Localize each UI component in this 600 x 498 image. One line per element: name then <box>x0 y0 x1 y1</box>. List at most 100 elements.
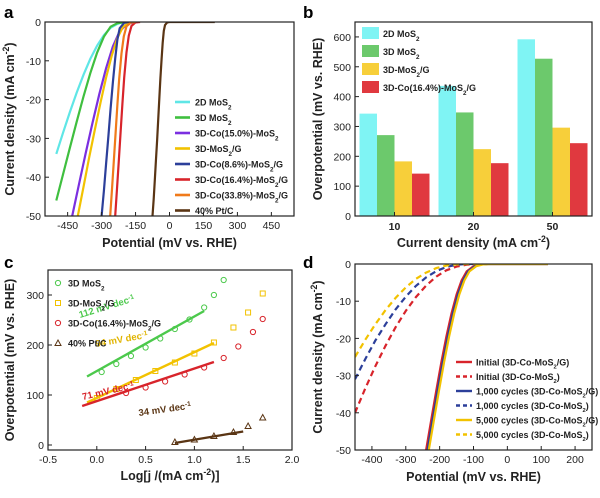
panel-d-y-tick-label: -10 <box>336 296 351 308</box>
panel-a-x-tick-label: -300 <box>91 220 112 232</box>
panel-a-plot-frame <box>44 21 295 217</box>
panel-b-bar <box>552 127 570 216</box>
panel-b-y-tick-label: 600 <box>333 32 351 44</box>
panel-a-series-line <box>151 22 215 216</box>
panel-label-c: c <box>4 253 13 272</box>
panel-d-y-tick-label: -30 <box>336 371 351 383</box>
panel-c-x-tick-label: 0.0 <box>89 454 104 466</box>
panel-a-y-tick-label: -50 <box>26 211 41 223</box>
panel-c-legend-marker <box>54 319 62 327</box>
panel-b-bar <box>473 149 491 216</box>
panel-d-x-tick-label: 0 <box>504 454 510 466</box>
panel-c-y-tick-label: 100 <box>26 390 44 402</box>
panel-d-stability-chart: -400 -300 -200 -100 0 100 200 0 -10 -20 -30 -40 -50 P… <box>309 259 598 484</box>
panel-b-bar <box>438 85 456 217</box>
panel-c-plot-frame <box>47 269 293 451</box>
panel-a-series-line <box>100 22 129 216</box>
panel-b-bar <box>535 58 553 216</box>
panel-b-bar <box>412 173 430 216</box>
panel-b-x-tick-label: 10 <box>389 221 401 233</box>
panel-b-legend-label: 3D-Co(16.4%)-MoS2/G <box>383 83 476 97</box>
panel-c-data-point <box>245 309 252 316</box>
panel-b-bar <box>359 113 377 216</box>
panel-a-series-line <box>109 22 136 216</box>
panel-c-data-point <box>210 291 218 299</box>
panel-d-x-tick-label: -300 <box>395 454 416 466</box>
panel-b-legend-swatch <box>362 63 379 75</box>
panel-label-a: a <box>4 3 14 22</box>
panel-a-x-tick-label: 0 <box>167 220 173 232</box>
panel-c-y-tick-label: 300 <box>26 290 44 302</box>
panel-d-x-axis-label: Potential (mV vs. RHE) <box>406 470 541 484</box>
panel-b-plot-frame <box>354 21 593 217</box>
panel-c-data-point <box>127 352 135 360</box>
panel-c-fit-line <box>174 430 244 445</box>
panel-c-data-point <box>230 324 237 331</box>
panel-b-y-axis-label: Overpotential (mV vs. RHE) <box>311 38 325 201</box>
panel-c-data-point <box>244 421 252 429</box>
panel-b-bar <box>456 112 474 216</box>
panel-b-bar <box>394 161 412 216</box>
panel-c-data-point <box>201 304 208 311</box>
panel-a-legend-label: 3D-Co(8.6%)-MoS2/G <box>195 160 283 174</box>
panel-d-y-axis-label: Current density (mA cm-2) <box>309 280 325 433</box>
panel-c-x-axis-label: Log[j /(mA cm-2)] <box>121 467 220 483</box>
panel-a-y-axis-label: Current density (mA cm-2) <box>1 42 17 195</box>
panel-a-legend-label: 3D-Co(16.4%)-MoS2/G <box>195 175 288 189</box>
panel-a-polarization-chart: -450 -300 -150 0 150 300 450 0 -10 -20 -30 -40 -50 Po… <box>1 17 295 250</box>
panel-c-y-tick-label: 200 <box>26 340 44 352</box>
panel-a-y-tick-label: -40 <box>26 172 41 184</box>
panel-d-x-tick-label: 100 <box>532 454 550 466</box>
panel-a-y-tick-label: -30 <box>26 133 41 145</box>
panel-a-y-tick-label: -10 <box>26 56 41 68</box>
panel-c-x-tick-label: -0.5 <box>39 454 57 466</box>
panel-b-y-tick-label: 500 <box>333 62 351 74</box>
panel-a-y-tick-label: 0 <box>35 17 41 29</box>
panel-a-x-axis-label: Potential (mV vs. RHE) <box>102 236 237 250</box>
panel-c-data-point <box>235 343 242 350</box>
panel-c-slope-annotation: 71 mV dec-1 <box>81 380 135 403</box>
panel-c-fit-line <box>81 360 215 408</box>
panel-c-legend-label: 40% Pt/C <box>68 339 107 349</box>
panel-c-legend-marker <box>55 300 61 306</box>
panel-c-y-tick-label: 0 <box>38 440 44 452</box>
panel-c-legend-marker <box>54 279 62 287</box>
panel-b-legend-swatch <box>362 45 379 57</box>
panel-a-legend-label: 3D-MoS2/G <box>195 144 242 158</box>
panel-c-data-point <box>220 276 227 284</box>
panel-a-legend-label: 3D-Co(15.0%)-MoS2 <box>195 129 279 143</box>
panel-a-series-line <box>114 22 141 216</box>
panel-a-legend-label: 3D MoS2 <box>195 113 232 127</box>
panel-a-y-tick-label: -20 <box>26 95 41 107</box>
panel-a-legend-label: 40% Pt/C <box>195 206 234 216</box>
panel-c-data-point <box>259 290 266 297</box>
panel-b-y-tick-label: 300 <box>333 121 351 133</box>
panel-c-legend-label: 3D-Co(16.4%)-MoS2/G <box>68 319 161 333</box>
panel-c-slope-annotation: 34 mV dec-1 <box>138 400 192 419</box>
panel-b-x-tick-label: 20 <box>468 221 480 233</box>
panel-a-x-tick-label: 450 <box>263 220 281 232</box>
panel-b-x-tick-label: 50 <box>547 221 559 233</box>
panel-c-x-tick-label: 1.0 <box>187 454 202 466</box>
panel-b-legend-label: 3D MoS2 <box>383 47 420 61</box>
panel-b-y-tick-label: 400 <box>333 92 351 104</box>
panel-d-legend-label: 5,000 cycles (3D-Co-MoS2/G) <box>476 416 598 429</box>
panel-c-legend-marker <box>54 338 62 346</box>
panel-b-y-tick-label: 0 <box>345 211 351 223</box>
panel-c-data-point <box>249 328 257 336</box>
panel-label-d: d <box>303 253 313 272</box>
panel-c-data-point <box>259 315 266 323</box>
panel-c-fit-line <box>86 341 215 404</box>
panel-d-y-tick-label: -50 <box>336 445 351 457</box>
panel-b-bar <box>517 39 535 217</box>
panel-a-x-tick-label: 150 <box>195 220 213 232</box>
panel-b-bar <box>377 135 395 216</box>
panel-d-y-tick-label: -40 <box>336 408 351 420</box>
panel-c-fit-line <box>86 309 205 378</box>
panel-a-x-tick-label: 300 <box>229 220 247 232</box>
panel-a-x-tick-label: -150 <box>125 220 146 232</box>
panel-a-series-line <box>76 22 134 216</box>
panel-b-bar <box>491 163 509 216</box>
